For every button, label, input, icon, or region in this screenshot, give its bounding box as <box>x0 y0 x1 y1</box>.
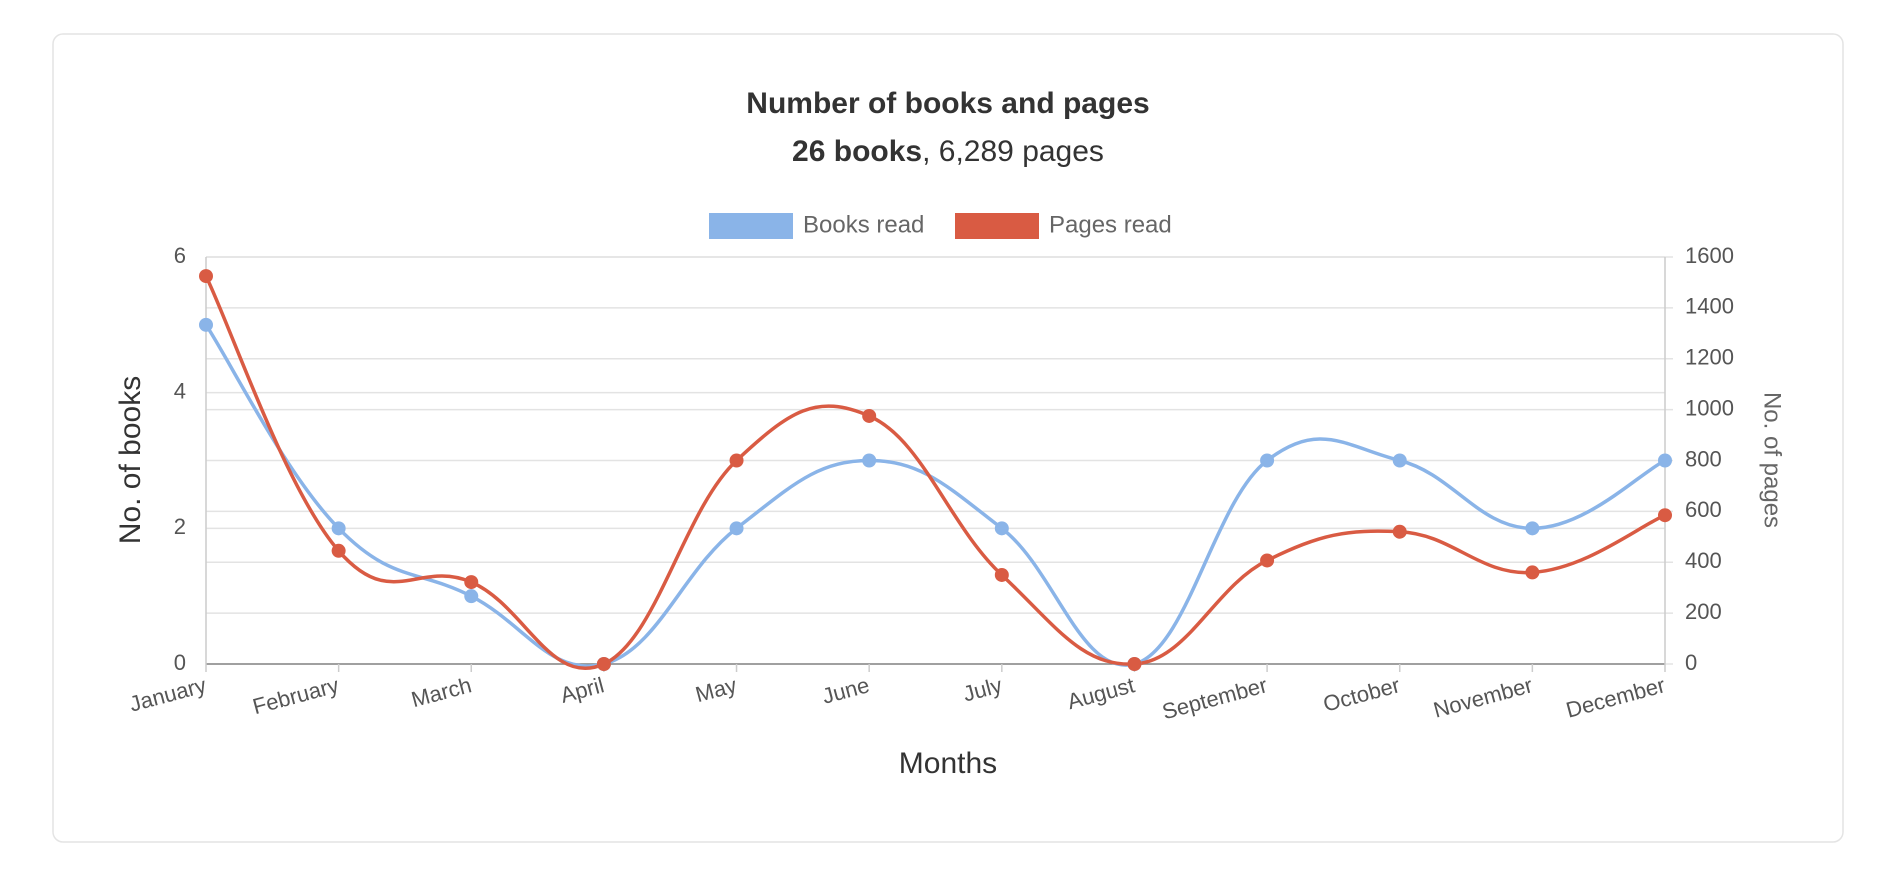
chart-subtitle: 26 books, 6,289 pages <box>792 135 1104 168</box>
point <box>994 567 1009 582</box>
point <box>464 575 479 590</box>
point <box>1260 453 1275 468</box>
point <box>1127 657 1142 671</box>
point <box>1658 453 1672 468</box>
y2-tick-label: 1400 <box>1685 294 1734 319</box>
legend-label: Pages read <box>1049 211 1172 238</box>
point <box>464 589 479 604</box>
card <box>52 33 1844 843</box>
point <box>994 521 1009 536</box>
point <box>1392 524 1407 539</box>
y2-tick-label: 800 <box>1685 446 1722 471</box>
chart-title: Number of books and pages <box>746 87 1149 120</box>
point <box>1260 553 1275 568</box>
y2-axis-title: No. of pages <box>1759 392 1786 528</box>
y-axis-title: No. of books <box>114 376 147 544</box>
point <box>331 521 346 536</box>
legend-swatch <box>955 213 1039 239</box>
y2-tick-label: 400 <box>1685 548 1722 573</box>
legend-swatch <box>709 213 793 239</box>
point <box>1658 508 1672 523</box>
point <box>1525 565 1540 580</box>
legend-label: Books read <box>803 211 924 238</box>
x-axis-title: Months <box>899 747 997 780</box>
point <box>729 453 744 468</box>
y2-tick-label: 1200 <box>1685 345 1734 370</box>
y2-tick-label: 1000 <box>1685 395 1734 420</box>
y2-tick-label: 0 <box>1685 650 1697 675</box>
point <box>199 269 213 284</box>
point <box>199 317 213 332</box>
y2-tick-label: 200 <box>1685 599 1722 624</box>
y2-tick-label: 1600 <box>1685 243 1734 268</box>
subtitle-rest: , 6,289 pages <box>922 135 1104 168</box>
point <box>1525 521 1540 536</box>
point <box>1392 453 1407 468</box>
point <box>862 453 877 468</box>
y-tick-label: 4 <box>174 378 186 403</box>
subtitle-bold: 26 books <box>792 135 922 168</box>
point <box>729 521 744 536</box>
y2-tick-label: 600 <box>1685 497 1722 522</box>
y-tick-label: 6 <box>174 243 186 268</box>
y-tick-label: 2 <box>174 514 186 539</box>
point <box>596 657 611 671</box>
y-tick-label: 0 <box>174 650 186 675</box>
point <box>331 543 346 558</box>
point <box>862 408 877 423</box>
